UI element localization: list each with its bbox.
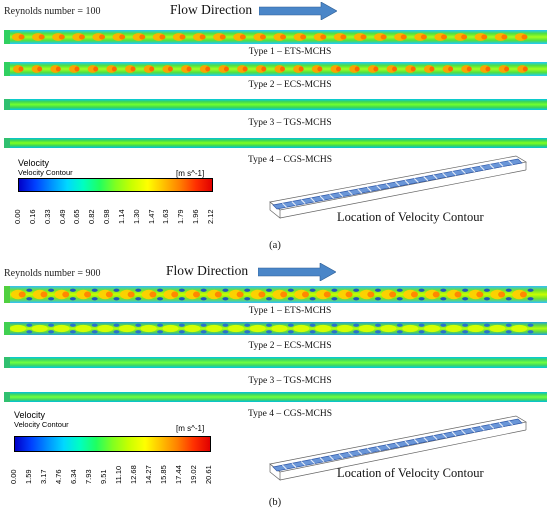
legend-subtitle: Velocity Contour <box>14 420 69 429</box>
colorbar-tick-label: 0.82 <box>87 209 97 224</box>
legend-title: Velocity <box>18 158 50 168</box>
legend-subtitle: Velocity Contour <box>18 168 73 177</box>
contour-type1-a <box>4 30 547 44</box>
flow-direction-label-b: Flow Direction <box>166 263 249 278</box>
contour-type3-b <box>4 357 547 368</box>
contour-type4-a <box>4 138 547 148</box>
colorbar-tick-label: 7.93 <box>84 469 93 484</box>
colorbar-tick-label: 0.00 <box>13 209 22 224</box>
colorbar-tick-label: 20.61 <box>204 465 213 484</box>
contour-type2-b <box>4 322 547 335</box>
colorbar-tick-label: 19.02 <box>189 465 198 484</box>
colorbar-tick-label: 1.47 <box>146 209 156 224</box>
flow-arrow-icon <box>259 2 337 20</box>
type-label: Type 2 – ECS-MCHS <box>248 80 332 90</box>
colorbar-tick-label: 0.98 <box>102 209 112 224</box>
location-label-b: Location of Velocity Contour <box>337 466 484 480</box>
colorbar-tick-label: 1.30 <box>131 209 141 224</box>
channel-3d-b <box>266 412 528 484</box>
colorbar-ticks-a: 0.00 0.16 0.33 0.49 0.65 0.82 0.98 1.14 1.30 1.47… <box>13 192 215 232</box>
contour-type3-a <box>4 99 547 110</box>
type-label: Type 4 – CGS-MCHS <box>247 155 333 165</box>
type-label: Type 2 – ECS-MCHS <box>248 341 332 351</box>
flow-direction-label-a: Flow Direction <box>170 2 253 17</box>
legend-unit: [m s^-1] <box>176 169 205 178</box>
colorbar-tick-label: 0.33 <box>42 209 52 224</box>
colorbar-tick-label: 17.44 <box>174 465 183 484</box>
colorbar-tick-label: 4.76 <box>54 469 63 484</box>
colorbar-tick-label: 6.34 <box>69 469 78 484</box>
colorbar-tick-label: 1.96 <box>191 209 201 224</box>
colorbar-tick-label: 9.51 <box>99 469 108 484</box>
type-label: Type 3 – TGS-MCHS <box>248 118 332 128</box>
type-label: Type 1 – ETS-MCHS <box>248 47 332 57</box>
flow-arrow-icon <box>258 263 336 281</box>
location-label-a: Location of Velocity Contour <box>337 210 484 224</box>
colorbar-tick-label: 1.59 <box>24 469 33 484</box>
contour-type2-a <box>4 62 547 76</box>
colorbar-tick-label: 1.79 <box>176 209 186 224</box>
colorbar-tick-label: 14.27 <box>144 465 153 484</box>
contour-type4-b <box>4 392 547 402</box>
colorbar-tick-label: 0.65 <box>72 209 82 224</box>
colorbar-tick-label: 3.17 <box>39 469 48 484</box>
colorbar-tick-label: 15.85 <box>159 465 168 484</box>
legend-unit: [m s^-1] <box>176 424 205 433</box>
legend-title: Velocity <box>14 410 46 420</box>
reynolds-label-a: Reynolds number = 100 <box>4 6 101 17</box>
colorbar-tick-label: 0.16 <box>27 209 37 224</box>
colorbar-ticks-b: 0.00 1.59 3.17 4.76 6.34 7.93 9.51 11.10 12.68 14… <box>9 452 213 490</box>
type-label: Type 3 – TGS-MCHS <box>248 376 332 386</box>
channel-3d-a <box>266 152 528 222</box>
type-label: Type 4 – CGS-MCHS <box>247 409 333 419</box>
colorbar-b <box>14 436 211 452</box>
colorbar-tick-label: 2.12 <box>206 209 215 224</box>
type-label: Type 1 – ETS-MCHS <box>248 306 332 316</box>
contour-type1-b <box>4 286 547 303</box>
colorbar-tick-label: 0.00 <box>9 469 18 484</box>
colorbar-tick-label: 1.63 <box>161 209 171 224</box>
colorbar-tick-label: 12.68 <box>129 465 138 484</box>
colorbar-a <box>18 178 213 192</box>
panel-caption-b: (b) <box>268 497 282 508</box>
colorbar-tick-label: 11.10 <box>114 465 123 484</box>
colorbar-tick-label: 1.14 <box>116 209 126 224</box>
panel-caption-a: (a) <box>269 240 281 251</box>
colorbar-tick-label: 0.49 <box>57 209 67 224</box>
reynolds-label-b: Reynolds number = 900 <box>4 268 101 279</box>
